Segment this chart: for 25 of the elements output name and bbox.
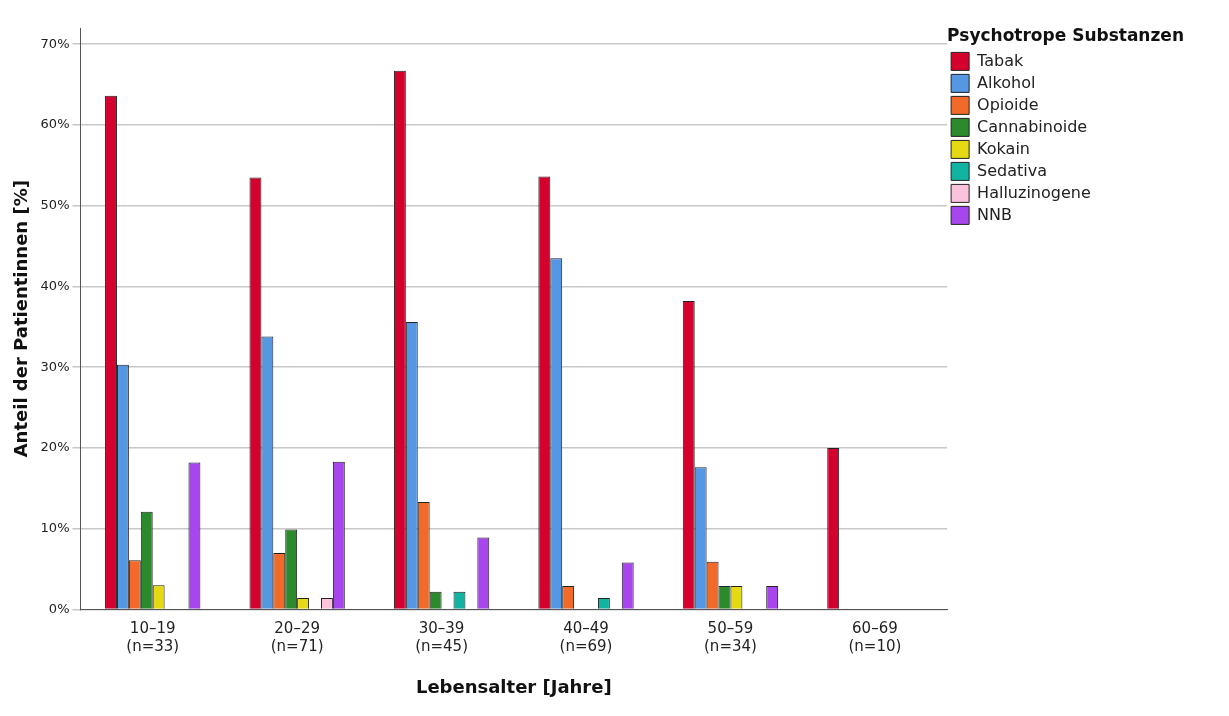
- legend-label: Cannabinoide: [977, 116, 1088, 136]
- x-tick-label: 40–49 (n=69): [559, 619, 613, 656]
- y-axis-title: Anteil der Patientinnen [%]: [10, 180, 32, 458]
- legend-label: Halluzinogene: [977, 182, 1091, 202]
- y-tick-label: 10%: [40, 520, 70, 536]
- legend-title: Psychotrope Substanzen: [947, 24, 1184, 45]
- y-tick-label: 40%: [40, 277, 70, 293]
- x-tick-label: 10–19 (n=33): [126, 619, 180, 656]
- x-tick-label: 30–39 (n=45): [415, 619, 469, 656]
- y-tick-label: 60%: [40, 116, 70, 132]
- y-tick-label: 50%: [40, 197, 70, 213]
- x-tick-label: 50–59 (n=34): [704, 619, 757, 656]
- x-axis-title: Lebensalter [Jahre]: [415, 675, 612, 697]
- legend-label: Sedativa: [977, 160, 1048, 180]
- x-tick-label: 20–29 (n=71): [270, 619, 324, 656]
- y-tick-label: 20%: [40, 439, 70, 455]
- y-tick-label: 70%: [40, 35, 70, 51]
- legend-label: Opioide: [977, 94, 1039, 114]
- x-tick-label: 60–69 (n=10): [848, 619, 902, 656]
- y-tick-label: 30%: [40, 358, 70, 374]
- legend-label: Tabak: [976, 50, 1024, 70]
- legend-label: Kokain: [977, 138, 1030, 158]
- legend-label: Alkohol: [977, 72, 1036, 92]
- legend-label: NNB: [977, 204, 1013, 224]
- y-tick-label: 0%: [48, 600, 70, 616]
